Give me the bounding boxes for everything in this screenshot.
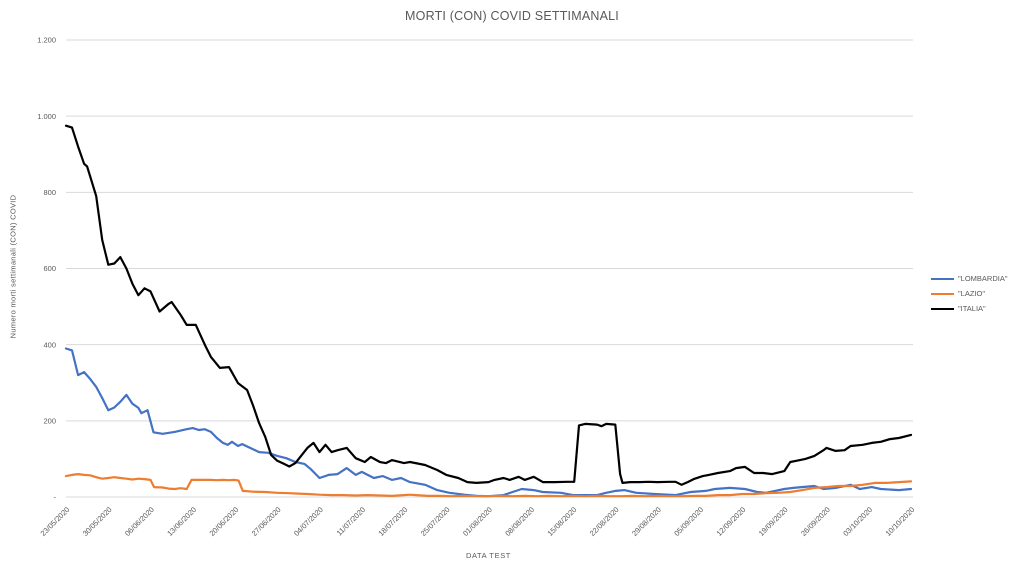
legend-line-italia: [931, 307, 954, 310]
x-tick-label: 12/09/2020: [715, 505, 748, 538]
legend-label-lombardia: "LOMBARDIA": [958, 274, 1008, 283]
series-line-lombardia[interactable]: [64, 347, 913, 498]
legend: "LOMBARDIA" "LAZIO" "ITALIA": [931, 274, 1008, 313]
x-tick-label: 13/06/2020: [165, 505, 198, 538]
x-tick-label: 08/08/2020: [503, 505, 536, 538]
x-tick-label: 22/08/2020: [588, 505, 621, 538]
x-tick-label: 10/10/2020: [884, 505, 917, 538]
x-tick-label: 23/05/2020: [39, 505, 72, 538]
x-tick-label: 11/07/2020: [335, 505, 368, 538]
x-tick-label: 18/07/2020: [377, 505, 410, 538]
y-tick-label: 800: [43, 188, 56, 197]
x-tick-label: 15/08/2020: [546, 505, 579, 538]
legend-line-lazio: [931, 292, 954, 295]
legend-item-italia[interactable]: "ITALIA": [931, 304, 1008, 313]
x-tick-label: 25/07/2020: [419, 505, 452, 538]
x-tick-label: 01/08/2020: [461, 505, 494, 538]
y-tick-label: 400: [43, 340, 56, 349]
x-tick-label: 27/06/2020: [250, 505, 283, 538]
y-tick-label: -: [54, 493, 57, 502]
x-tick-label: 05/09/2020: [672, 505, 705, 538]
x-tick-label: 20/06/2020: [208, 505, 241, 538]
x-tick-label: 30/05/2020: [81, 505, 114, 538]
chart-title: MORTI (CON) COVID SETTIMANALI: [405, 9, 619, 23]
legend-label-lazio: "LAZIO": [958, 289, 985, 298]
x-tick-label: 03/10/2020: [841, 505, 874, 538]
y-axis-title: Numero morti settimanali (CON) COVID: [8, 194, 18, 339]
x-tick-label: 19/09/2020: [757, 505, 790, 538]
x-tick-label: 26/09/2020: [799, 505, 832, 538]
legend-line-lombardia: [931, 277, 954, 280]
y-tick-label: 1.200: [37, 36, 56, 45]
series-line-italia[interactable]: [64, 124, 913, 486]
x-tick-label: 29/08/2020: [630, 505, 663, 538]
legend-item-lazio[interactable]: "LAZIO": [931, 289, 1008, 298]
x-tick-label: 04/07/2020: [292, 505, 325, 538]
legend-item-lombardia[interactable]: "LOMBARDIA": [931, 274, 1008, 283]
x-tick-label: 06/06/2020: [123, 505, 156, 538]
y-tick-label: 600: [43, 264, 56, 273]
y-tick-label: 1.000: [37, 112, 56, 121]
series-line-lazio[interactable]: [64, 473, 913, 498]
x-axis-title: DATA TEST: [466, 551, 511, 560]
legend-label-italia: "ITALIA": [958, 304, 986, 313]
y-tick-label: 200: [43, 416, 56, 425]
